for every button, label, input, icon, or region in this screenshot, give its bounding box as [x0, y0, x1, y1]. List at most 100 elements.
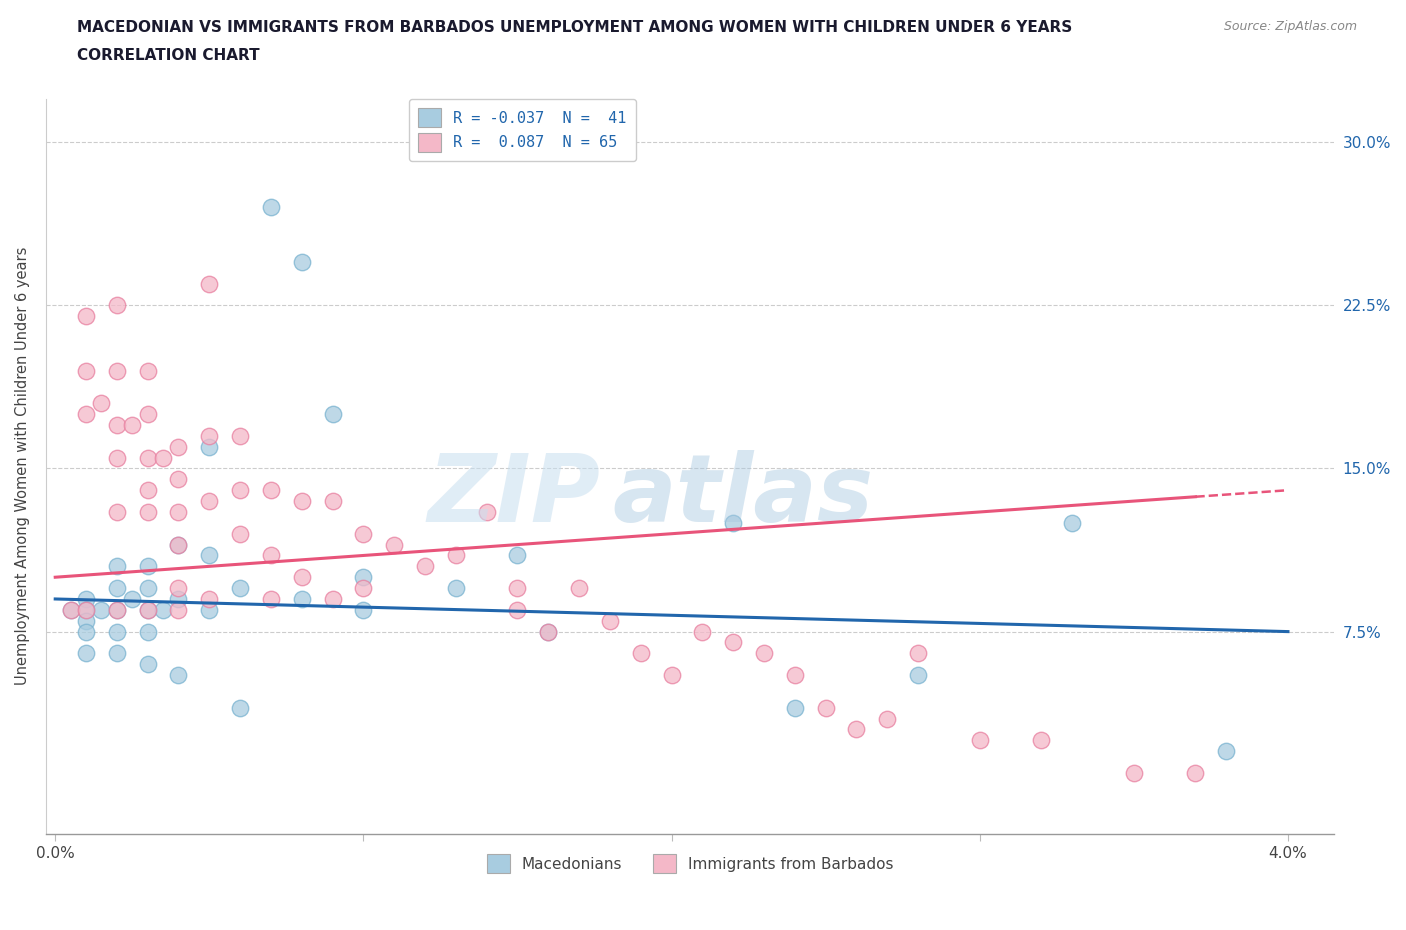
Point [475, 505, 498, 520]
Point [75, 646, 97, 661]
Point [167, 603, 190, 618]
Point [198, 429, 221, 444]
Point [167, 538, 190, 552]
Point [783, 700, 806, 715]
Point [167, 668, 190, 683]
Point [322, 406, 344, 421]
Point [599, 613, 621, 628]
Point [969, 733, 991, 748]
Point [783, 668, 806, 683]
Point [136, 580, 159, 595]
Legend: Macedonians, Immigrants from Barbados: Macedonians, Immigrants from Barbados [481, 848, 900, 879]
Point [260, 483, 283, 498]
Point [537, 624, 560, 639]
Point [167, 505, 190, 520]
Point [198, 276, 221, 291]
Text: MACEDONIAN VS IMMIGRANTS FROM BARBADOS UNEMPLOYMENT AMONG WOMEN WITH CHILDREN UN: MACEDONIAN VS IMMIGRANTS FROM BARBADOS U… [77, 20, 1073, 35]
Point [90, 396, 112, 411]
Point [444, 580, 467, 595]
Point [59, 603, 82, 618]
Point [721, 515, 744, 530]
Point [260, 200, 283, 215]
Point [260, 548, 283, 563]
Point [382, 538, 405, 552]
Point [229, 580, 252, 595]
Point [198, 603, 221, 618]
Point [692, 624, 714, 639]
Point [291, 255, 314, 270]
Point [136, 624, 159, 639]
Point [105, 603, 128, 618]
Point [537, 624, 560, 639]
Point [1122, 765, 1144, 780]
Point [167, 472, 190, 486]
Point [136, 363, 159, 378]
Point [198, 439, 221, 454]
Point [75, 613, 97, 628]
Text: CORRELATION CHART: CORRELATION CHART [77, 48, 260, 63]
Point [229, 483, 252, 498]
Point [352, 526, 374, 541]
Point [198, 494, 221, 509]
Point [413, 559, 436, 574]
Point [105, 603, 128, 618]
Point [752, 646, 775, 661]
Point [136, 559, 159, 574]
Point [506, 580, 529, 595]
Point [136, 483, 159, 498]
Point [75, 603, 97, 618]
Point [444, 548, 467, 563]
Point [121, 418, 143, 432]
Point [506, 603, 529, 618]
Point [136, 603, 159, 618]
Point [75, 406, 97, 421]
Text: atlas: atlas [613, 450, 875, 541]
Point [721, 635, 744, 650]
Point [845, 722, 868, 737]
Point [105, 559, 128, 574]
Point [229, 700, 252, 715]
Point [105, 298, 128, 312]
Y-axis label: Unemployment Among Women with Children Under 6 years: Unemployment Among Women with Children U… [15, 247, 30, 685]
Point [75, 603, 97, 618]
Point [198, 548, 221, 563]
Point [136, 657, 159, 671]
Point [1062, 515, 1084, 530]
Point [136, 603, 159, 618]
Point [291, 570, 314, 585]
Point [229, 429, 252, 444]
Point [352, 570, 374, 585]
Point [907, 668, 929, 683]
Point [229, 526, 252, 541]
Text: Source: ZipAtlas.com: Source: ZipAtlas.com [1223, 20, 1357, 33]
Point [152, 603, 174, 618]
Point [59, 603, 82, 618]
Point [814, 700, 837, 715]
Point [1215, 744, 1237, 759]
Point [105, 646, 128, 661]
Point [198, 591, 221, 606]
Point [568, 580, 591, 595]
Point [105, 363, 128, 378]
Point [291, 591, 314, 606]
Point [136, 406, 159, 421]
Point [136, 505, 159, 520]
Point [1031, 733, 1053, 748]
Point [167, 591, 190, 606]
Point [121, 591, 143, 606]
Point [630, 646, 652, 661]
Point [105, 505, 128, 520]
Point [90, 603, 112, 618]
Point [260, 591, 283, 606]
Point [167, 580, 190, 595]
Point [105, 450, 128, 465]
Point [167, 538, 190, 552]
Point [152, 450, 174, 465]
Point [322, 494, 344, 509]
Point [167, 439, 190, 454]
Point [661, 668, 683, 683]
Point [907, 646, 929, 661]
Point [506, 548, 529, 563]
Point [105, 418, 128, 432]
Point [75, 624, 97, 639]
